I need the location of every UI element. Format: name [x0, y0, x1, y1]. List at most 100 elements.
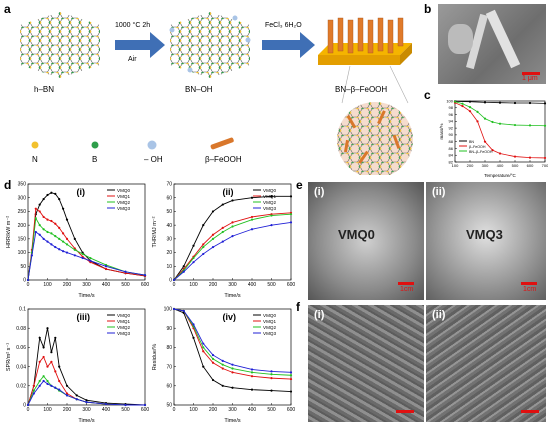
- series-line-0: [173, 308, 292, 393]
- data-point: [202, 252, 205, 256]
- sem-image-f1: (i): [308, 305, 424, 422]
- data-point: [231, 371, 234, 374]
- data-point: [513, 155, 517, 158]
- data-point: [289, 390, 293, 393]
- x-tick-label: 200: [209, 407, 218, 413]
- data-point: [250, 375, 254, 378]
- y-tick-label: 0: [23, 278, 26, 284]
- data-point: [75, 394, 78, 397]
- data-point: [62, 232, 65, 235]
- series-line-3: [173, 221, 292, 281]
- y-tick-label: 50: [20, 264, 26, 270]
- data-point: [58, 226, 61, 229]
- x-axis-label: Time/s: [224, 418, 241, 423]
- data-point: [42, 228, 45, 231]
- legend-label: VMQ0: [117, 313, 130, 318]
- data-point: [468, 110, 472, 113]
- data-point: [42, 355, 45, 359]
- data-point: [172, 307, 176, 311]
- data-point: [62, 207, 65, 210]
- data-point: [54, 222, 57, 225]
- x-tick-label: 100: [189, 407, 198, 413]
- data-point: [50, 232, 53, 235]
- data-point: [211, 237, 215, 240]
- data-point: [483, 101, 487, 104]
- data-point: [58, 197, 61, 201]
- data-point: [528, 124, 532, 127]
- series-line-1: [173, 212, 292, 281]
- x-axis-label: Time/s: [78, 293, 95, 298]
- data-point: [231, 363, 234, 366]
- y-axis-label: THR/MJ m⁻²: [152, 216, 158, 247]
- data-point: [250, 368, 254, 371]
- data-point: [58, 237, 61, 240]
- photo-vmq3-tag: (ii): [432, 186, 446, 198]
- data-point: [202, 243, 205, 246]
- data-point: [270, 373, 273, 376]
- legend-label: VMQ2: [117, 325, 130, 330]
- thr-chart: 0 100 200 300 400 500 600 0 10 20 30 40 50 60 70 Time/s…: [152, 182, 295, 298]
- series-line-2: [454, 101, 546, 127]
- data-point: [32, 392, 35, 395]
- step1-atmosphere: Air: [128, 56, 137, 63]
- data-point: [221, 230, 224, 234]
- data-point: [42, 215, 45, 219]
- panel-label-f: f: [296, 300, 300, 314]
- data-point: [46, 379, 49, 383]
- data-point: [65, 394, 69, 397]
- scale-bar-f1: [396, 410, 414, 413]
- y-tick-label: 50: [166, 209, 172, 215]
- legend-n-label: N: [32, 155, 38, 164]
- y-tick-label: 88: [449, 139, 454, 144]
- feooh-array-block: [318, 17, 412, 65]
- x-tick-label: 600: [287, 282, 295, 288]
- data-point: [202, 245, 205, 249]
- data-point: [289, 377, 293, 381]
- photo-vmq3-label: VMQ3: [466, 227, 503, 242]
- data-point: [211, 378, 215, 382]
- data-point: [42, 237, 45, 240]
- scale-bar-b: [522, 72, 540, 75]
- legend-feooh-label: β–FeOOH: [205, 155, 242, 164]
- data-point: [62, 250, 65, 253]
- data-point: [38, 224, 41, 227]
- y-tick-label: 30: [166, 237, 172, 243]
- y-tick-label: 10: [166, 264, 172, 270]
- data-point: [231, 199, 234, 202]
- data-point: [513, 101, 517, 105]
- series-line-0: [27, 328, 146, 406]
- legend-label: VMQ2: [263, 325, 276, 330]
- data-point: [453, 100, 457, 103]
- data-point: [491, 120, 494, 124]
- legend-scheme: [31, 137, 234, 150]
- y-tick-label: 84: [449, 153, 454, 158]
- x-tick-label: 200: [467, 163, 474, 168]
- data-point: [54, 370, 57, 373]
- data-point: [202, 365, 205, 368]
- scale-label-b: 1 μm: [522, 75, 538, 82]
- y-tick-label: 100: [164, 307, 173, 313]
- product-label: BN–β–FeOOH: [335, 85, 388, 94]
- data-point: [46, 382, 49, 385]
- x-axis-label: Temperature/°C: [484, 173, 516, 178]
- hrr-chart: 0 100 200 300 400 500 600 0 50 100 150 200 250 300 350…: [6, 182, 149, 298]
- data-point: [38, 379, 41, 383]
- data-point: [38, 233, 41, 236]
- y-tick-label: 150: [18, 237, 27, 243]
- data-point: [54, 192, 57, 195]
- step1-condition: 1000 °C 2h: [115, 22, 151, 29]
- subpanel-label: (iii): [77, 312, 91, 322]
- photo-vmq0-label: VMQ0: [338, 227, 375, 242]
- plot-frame: [27, 308, 146, 406]
- data-point: [221, 367, 224, 370]
- y-tick-label: 70: [166, 182, 172, 188]
- x-tick-label: 600: [527, 163, 534, 168]
- data-point: [211, 357, 215, 361]
- data-point: [192, 256, 195, 260]
- y-tick-label: 50: [166, 403, 172, 409]
- y-axis-label: HRR/kW m⁻²: [6, 216, 12, 248]
- data-point: [468, 100, 472, 103]
- data-point: [65, 218, 69, 221]
- sem-f1-tag: (i): [314, 309, 325, 321]
- panel-label-b: b: [424, 2, 432, 16]
